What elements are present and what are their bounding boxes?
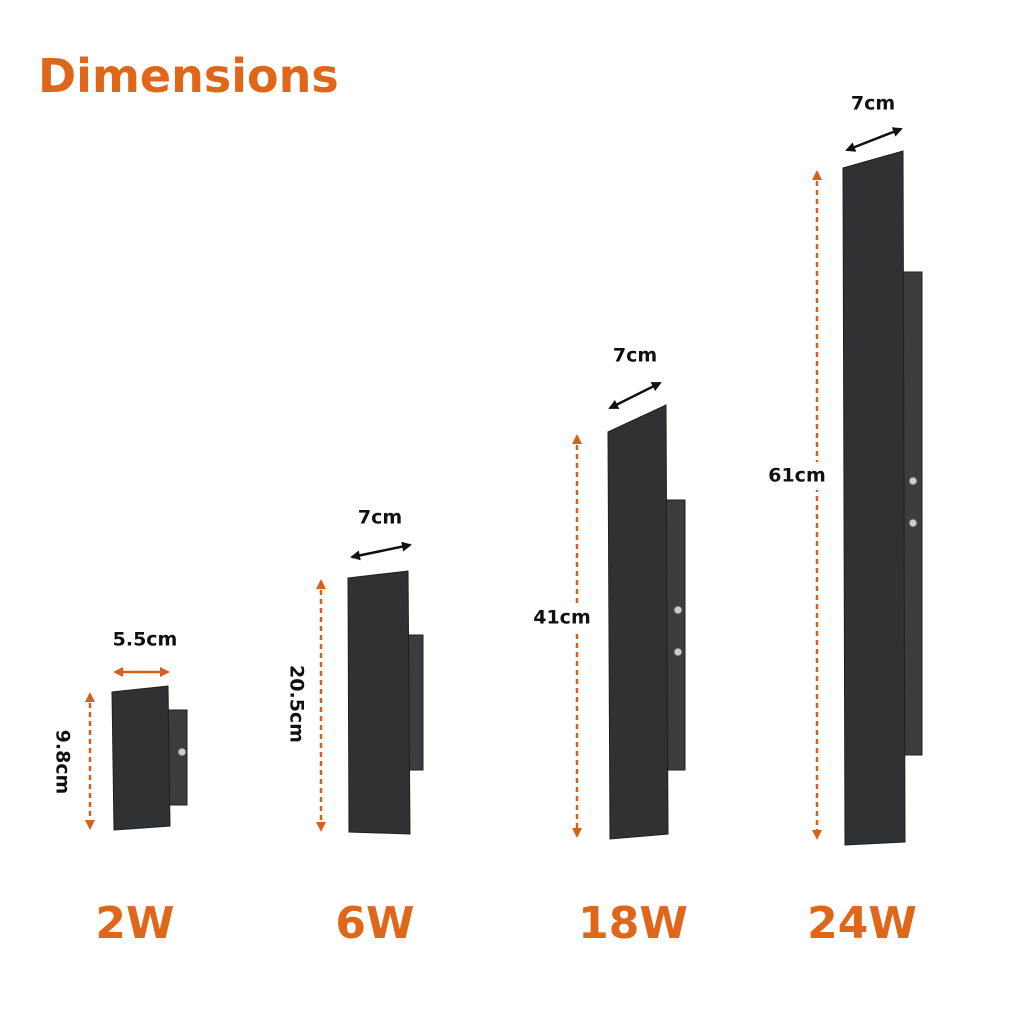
- screw: [908, 518, 918, 528]
- height-label: 20.5cm: [286, 665, 308, 743]
- power-label: 6W: [335, 898, 414, 949]
- width-label: 7cm: [613, 345, 657, 367]
- screw: [673, 605, 683, 615]
- power-label: 18W: [578, 898, 688, 949]
- title: Dimensions: [38, 49, 339, 103]
- width-label: 5.5cm: [113, 629, 178, 651]
- power-label: 24W: [807, 898, 917, 949]
- bracket: [902, 271, 923, 756]
- label-bg: [526, 604, 598, 632]
- width-arrow: [608, 381, 662, 410]
- screw: [177, 747, 187, 757]
- panel: [347, 570, 411, 835]
- height-label: 61cm: [768, 465, 826, 487]
- width-label: 7cm: [358, 507, 402, 529]
- bracket: [167, 709, 188, 806]
- panel: [842, 150, 906, 846]
- width-label: 7cm: [851, 93, 895, 115]
- width-arrow: [350, 541, 412, 561]
- panel: [111, 685, 171, 831]
- power-label: 2W: [95, 898, 174, 949]
- width-arrow: [845, 127, 903, 152]
- bracket: [407, 634, 424, 771]
- screw: [908, 476, 918, 486]
- height-label: 41cm: [533, 607, 591, 629]
- screw: [673, 647, 683, 657]
- height-label: 9.8cm: [52, 730, 74, 795]
- bracket: [665, 499, 686, 771]
- label-bg: [760, 462, 834, 490]
- panel: [607, 404, 669, 840]
